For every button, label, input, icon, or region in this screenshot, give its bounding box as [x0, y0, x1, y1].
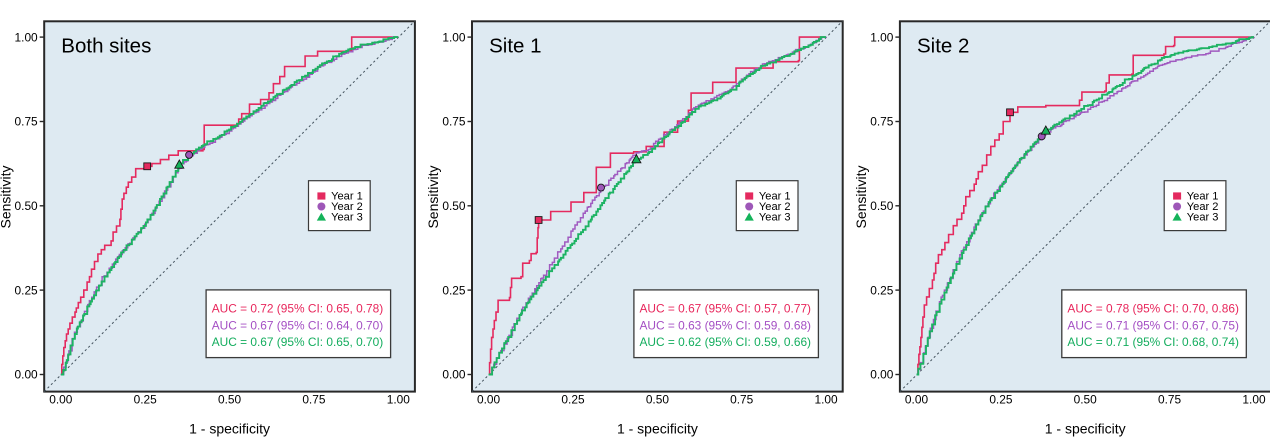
- svg-text:AUC = 0.63 (95% CI: 0.59, 0.68: AUC = 0.63 (95% CI: 0.59, 0.68): [640, 318, 812, 332]
- svg-text:Year 2: Year 2: [1187, 201, 1219, 213]
- svg-text:0.25: 0.25: [870, 283, 894, 297]
- svg-text:0.75: 0.75: [302, 392, 326, 406]
- svg-text:0.50: 0.50: [646, 392, 670, 406]
- svg-text:Year 1: Year 1: [331, 191, 363, 203]
- svg-text:Year 3: Year 3: [759, 212, 791, 224]
- svg-text:0.25: 0.25: [561, 392, 585, 406]
- svg-text:1.00: 1.00: [442, 30, 466, 44]
- svg-text:Year 3: Year 3: [1187, 212, 1219, 224]
- svg-text:1.00: 1.00: [387, 392, 411, 406]
- svg-text:1.00: 1.00: [1242, 392, 1266, 406]
- svg-text:1 - specificity: 1 - specificity: [189, 420, 270, 436]
- svg-text:Site 1: Site 1: [489, 35, 541, 58]
- svg-text:Sensitivity: Sensitivity: [425, 165, 441, 228]
- svg-text:Sensitivity: Sensitivity: [0, 165, 13, 228]
- svg-text:0.75: 0.75: [442, 115, 466, 129]
- svg-text:AUC = 0.78 (95% CI: 0.70, 0.86: AUC = 0.78 (95% CI: 0.70, 0.86): [1067, 301, 1239, 315]
- svg-text:AUC = 0.67 (95% CI: 0.65, 0.70: AUC = 0.67 (95% CI: 0.65, 0.70): [212, 335, 384, 349]
- svg-text:0.00: 0.00: [477, 392, 501, 406]
- svg-text:Sensitivity: Sensitivity: [853, 165, 869, 228]
- svg-text:0.75: 0.75: [730, 392, 754, 406]
- svg-text:1.00: 1.00: [870, 30, 894, 44]
- svg-text:1.00: 1.00: [15, 30, 39, 44]
- svg-text:AUC = 0.71 (95% CI: 0.67, 0.75: AUC = 0.71 (95% CI: 0.67, 0.75): [1067, 318, 1239, 332]
- svg-text:1 - specificity: 1 - specificity: [1045, 420, 1126, 436]
- svg-text:0.75: 0.75: [1158, 392, 1182, 406]
- svg-text:0.25: 0.25: [134, 392, 158, 406]
- svg-text:0.00: 0.00: [15, 368, 39, 382]
- svg-text:0.75: 0.75: [870, 115, 894, 129]
- svg-text:1.00: 1.00: [815, 392, 839, 406]
- svg-text:0.00: 0.00: [442, 368, 466, 382]
- svg-text:0.50: 0.50: [218, 392, 242, 406]
- svg-text:Site 2: Site 2: [917, 35, 969, 58]
- svg-text:AUC = 0.72 (95% CI: 0.65, 0.78: AUC = 0.72 (95% CI: 0.65, 0.78): [212, 301, 384, 315]
- svg-text:Both sites: Both sites: [61, 35, 151, 58]
- svg-text:Year 1: Year 1: [1187, 191, 1219, 203]
- svg-text:AUC = 0.67 (95% CI: 0.57, 0.77: AUC = 0.67 (95% CI: 0.57, 0.77): [640, 301, 812, 315]
- svg-text:0.75: 0.75: [15, 115, 39, 129]
- svg-text:1 - specificity: 1 - specificity: [617, 420, 698, 436]
- svg-text:0.25: 0.25: [989, 392, 1013, 406]
- svg-text:0.50: 0.50: [442, 199, 466, 213]
- svg-text:0.25: 0.25: [442, 283, 466, 297]
- svg-text:AUC = 0.67 (95% CI: 0.64, 0.70: AUC = 0.67 (95% CI: 0.64, 0.70): [212, 318, 384, 332]
- svg-text:AUC = 0.71 (95% CI: 0.68, 0.74: AUC = 0.71 (95% CI: 0.68, 0.74): [1067, 335, 1239, 349]
- svg-text:0.00: 0.00: [905, 392, 929, 406]
- svg-text:0.00: 0.00: [49, 392, 73, 406]
- svg-text:Year 1: Year 1: [759, 191, 791, 203]
- svg-text:0.50: 0.50: [15, 199, 39, 213]
- svg-text:Year 2: Year 2: [759, 201, 791, 213]
- svg-text:0.25: 0.25: [15, 283, 39, 297]
- svg-text:0.50: 0.50: [1074, 392, 1098, 406]
- svg-text:0.00: 0.00: [870, 368, 894, 382]
- svg-text:Year 2: Year 2: [331, 201, 363, 213]
- svg-text:0.50: 0.50: [870, 199, 894, 213]
- svg-text:Year 3: Year 3: [331, 212, 363, 224]
- svg-text:AUC = 0.62 (95% CI: 0.59, 0.66: AUC = 0.62 (95% CI: 0.59, 0.66): [640, 335, 812, 349]
